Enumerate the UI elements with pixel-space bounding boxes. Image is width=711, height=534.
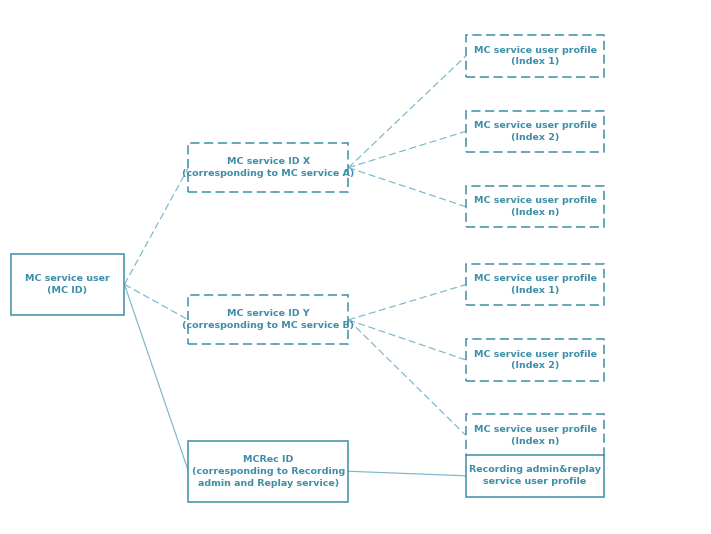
Text: MC service ID Y
(corresponding to MC service B): MC service ID Y (corresponding to MC ser…	[182, 310, 355, 330]
Text: MC service user profile
(Index 1): MC service user profile (Index 1)	[474, 46, 597, 66]
FancyBboxPatch shape	[466, 35, 604, 77]
FancyBboxPatch shape	[466, 186, 604, 227]
Text: MCRec ID
(corresponding to Recording
admin and Replay service): MCRec ID (corresponding to Recording adm…	[192, 455, 345, 488]
FancyBboxPatch shape	[466, 111, 604, 152]
FancyBboxPatch shape	[188, 441, 348, 502]
FancyBboxPatch shape	[466, 339, 604, 381]
FancyBboxPatch shape	[466, 414, 604, 456]
FancyBboxPatch shape	[11, 254, 124, 315]
FancyBboxPatch shape	[188, 295, 348, 344]
Text: MC service user profile
(Index 1): MC service user profile (Index 1)	[474, 274, 597, 295]
Text: Recording admin&replay
service user profile: Recording admin&replay service user prof…	[469, 466, 601, 486]
Text: MC service user profile
(Index 2): MC service user profile (Index 2)	[474, 350, 597, 370]
FancyBboxPatch shape	[466, 455, 604, 497]
Text: MC service user profile
(Index n): MC service user profile (Index n)	[474, 197, 597, 217]
Text: MC service user profile
(Index n): MC service user profile (Index n)	[474, 425, 597, 445]
FancyBboxPatch shape	[188, 143, 348, 192]
Text: MC service user
(MC ID): MC service user (MC ID)	[25, 274, 110, 295]
FancyBboxPatch shape	[466, 264, 604, 305]
Text: MC service user profile
(Index 2): MC service user profile (Index 2)	[474, 121, 597, 142]
Text: MC service ID X
(corresponding to MC service A): MC service ID X (corresponding to MC ser…	[182, 158, 355, 178]
